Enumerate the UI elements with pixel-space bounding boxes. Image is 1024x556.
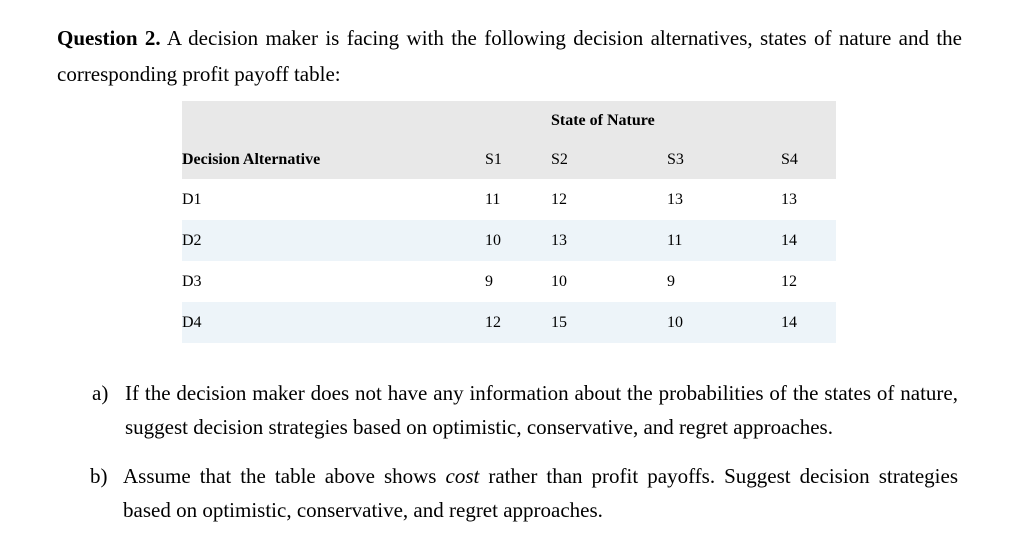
cell-d1-s3: 13 — [667, 190, 683, 208]
col-header-s2: S2 — [551, 141, 667, 179]
cell-d2-s4: 14 — [781, 220, 836, 261]
col-header-s4: S4 — [781, 141, 836, 179]
cell-d1-s1: 11 — [485, 190, 501, 208]
sub-question-b: b) Assume that the table above shows cos… — [90, 459, 958, 527]
cell-d4-s3: 10 — [667, 302, 781, 343]
item-a-marker: a) — [92, 381, 109, 405]
decision-alternative-header: Decision Alternative — [182, 141, 485, 179]
cell-d4-s2: 15 — [551, 302, 667, 343]
table-row-d1: D1 11 12 13 13 — [182, 179, 836, 220]
cell-d2-s2: 13 — [551, 220, 667, 261]
cell-d1-s2: 12 — [551, 190, 567, 208]
empty-cell — [182, 101, 485, 141]
item-b-text-before: Assume that the table above shows — [123, 464, 446, 488]
table-row-d3: D3 9 10 9 12 — [182, 261, 836, 302]
row-label-d4: D4 — [182, 302, 485, 343]
cell-d3-s3: 9 — [667, 272, 675, 290]
cell-d4-s4: 14 — [781, 302, 836, 343]
col-header-s3: S3 — [667, 141, 781, 179]
cell-d1-s4: 13 — [781, 190, 797, 208]
item-b-italic-word: cost — [445, 464, 480, 488]
row-label-d2: D2 — [182, 220, 485, 261]
item-b-text-after: rather than profit payoffs. Suggest deci… — [123, 464, 958, 522]
table-row-d4: D4 12 15 10 14 — [182, 302, 836, 343]
cell-d2-s3: 11 — [667, 220, 781, 261]
row-label-d3: D3 — [182, 272, 202, 290]
cell-d2-s1: 10 — [485, 220, 551, 261]
question-intro-text: A decision maker is facing with the foll… — [57, 26, 962, 86]
empty-cell — [485, 101, 551, 141]
payoff-table: State of Nature Decision Alternative S1 … — [182, 101, 836, 343]
item-a-text: If the decision maker does not have any … — [125, 381, 958, 439]
item-b-marker: b) — [90, 464, 108, 488]
row-label-d1: D1 — [182, 190, 202, 208]
item-b-text: Assume that the table above shows cost r… — [123, 459, 958, 527]
col-header-s1: S1 — [485, 141, 551, 179]
table-column-header-row: Decision Alternative S1 S2 S3 S4 — [182, 141, 836, 179]
question-intro: Question 2. A decision maker is facing w… — [57, 20, 962, 92]
table-row-d2: D2 10 13 11 14 — [182, 220, 836, 261]
table-header-group-row: State of Nature — [182, 101, 836, 141]
sub-question-a: a) If the decision maker does not have a… — [92, 376, 958, 444]
document-page: Question 2. A decision maker is facing w… — [0, 20, 1024, 556]
cell-d4-s1: 12 — [485, 302, 551, 343]
cell-d3-s1: 9 — [485, 272, 493, 290]
question-number-label: Question 2. — [57, 26, 161, 50]
cell-d3-s4: 12 — [781, 272, 797, 290]
state-of-nature-header: State of Nature — [551, 101, 836, 141]
cell-d3-s2: 10 — [551, 272, 567, 290]
